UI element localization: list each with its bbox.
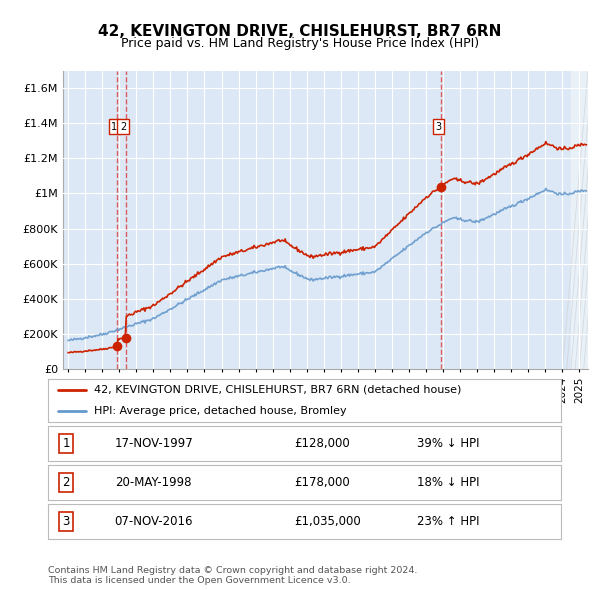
Text: £178,000: £178,000 [294, 476, 350, 489]
Text: 1: 1 [62, 437, 70, 450]
Text: 23% ↑ HPI: 23% ↑ HPI [418, 515, 480, 528]
Text: 18% ↓ HPI: 18% ↓ HPI [418, 476, 480, 489]
Text: 3: 3 [62, 515, 70, 528]
Text: 3: 3 [435, 122, 442, 132]
Text: 39% ↓ HPI: 39% ↓ HPI [418, 437, 480, 450]
Text: Price paid vs. HM Land Registry's House Price Index (HPI): Price paid vs. HM Land Registry's House … [121, 37, 479, 50]
Text: 42, KEVINGTON DRIVE, CHISLEHURST, BR7 6RN (detached house): 42, KEVINGTON DRIVE, CHISLEHURST, BR7 6R… [94, 385, 461, 395]
Text: £1,035,000: £1,035,000 [294, 515, 361, 528]
Text: 2: 2 [120, 122, 126, 132]
Text: 17-NOV-1997: 17-NOV-1997 [115, 437, 193, 450]
Text: 1: 1 [112, 122, 118, 132]
Text: 07-NOV-2016: 07-NOV-2016 [115, 515, 193, 528]
Text: 2: 2 [62, 476, 70, 489]
Text: £128,000: £128,000 [294, 437, 350, 450]
Text: HPI: Average price, detached house, Bromley: HPI: Average price, detached house, Brom… [94, 406, 347, 416]
Text: Contains HM Land Registry data © Crown copyright and database right 2024.
This d: Contains HM Land Registry data © Crown c… [48, 566, 418, 585]
Text: 20-MAY-1998: 20-MAY-1998 [115, 476, 191, 489]
Text: 42, KEVINGTON DRIVE, CHISLEHURST, BR7 6RN: 42, KEVINGTON DRIVE, CHISLEHURST, BR7 6R… [98, 24, 502, 38]
